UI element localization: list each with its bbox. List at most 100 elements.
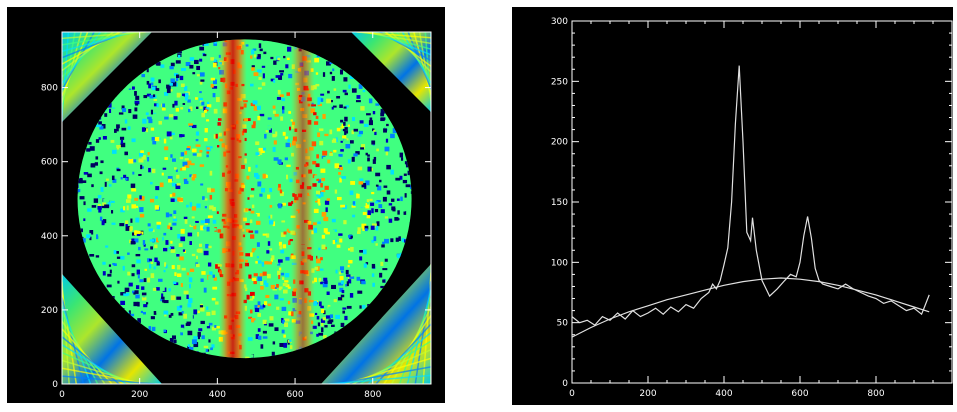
heat-cell bbox=[117, 280, 120, 284]
heat-cell bbox=[269, 220, 274, 225]
heat-cell bbox=[316, 190, 321, 195]
heat-cell bbox=[119, 223, 125, 227]
heat-cell bbox=[77, 237, 82, 243]
heat-cell bbox=[73, 206, 76, 210]
heat-cell bbox=[267, 261, 272, 265]
heat-cell bbox=[250, 83, 254, 87]
heat-cell bbox=[279, 192, 284, 197]
heat-cell bbox=[77, 140, 80, 144]
heat-cell bbox=[204, 206, 207, 209]
heat-cell bbox=[209, 194, 213, 200]
heat-cell bbox=[406, 238, 412, 243]
heat-cell bbox=[182, 249, 186, 252]
heat-cell bbox=[245, 229, 250, 233]
heat-cell bbox=[155, 342, 160, 346]
heat-cell bbox=[156, 287, 160, 291]
heat-cell bbox=[167, 225, 171, 229]
heat-cell bbox=[339, 266, 345, 271]
heat-cell bbox=[81, 275, 86, 280]
heat-cell bbox=[131, 188, 137, 192]
heat-cell bbox=[259, 48, 263, 52]
heat-cell bbox=[144, 268, 147, 271]
heat-cell bbox=[259, 151, 263, 155]
heat-cell bbox=[343, 139, 347, 143]
heat-cell bbox=[413, 128, 417, 132]
heat-cell bbox=[408, 143, 412, 147]
heat-cell bbox=[318, 128, 324, 132]
x-tick-label: 600 bbox=[791, 389, 808, 399]
heat-cell bbox=[247, 197, 250, 200]
heat-cell bbox=[341, 176, 347, 179]
heat-cell bbox=[124, 119, 128, 124]
heat-cell bbox=[339, 69, 344, 75]
heat-cell bbox=[78, 264, 82, 270]
heat-cell bbox=[386, 81, 391, 86]
heat-cell bbox=[155, 88, 160, 91]
heat-cell bbox=[200, 220, 206, 224]
heat-cell bbox=[357, 166, 363, 171]
heat-cell bbox=[147, 152, 150, 156]
heat-cell bbox=[402, 207, 406, 212]
heat-cell bbox=[326, 61, 331, 66]
fit-curve bbox=[571, 277, 930, 338]
heat-cell bbox=[390, 288, 394, 292]
heat-cell bbox=[320, 281, 325, 285]
heat-cell bbox=[122, 292, 126, 295]
heat-cell bbox=[281, 220, 286, 223]
heat-cell bbox=[372, 128, 375, 132]
heat-cell bbox=[182, 104, 187, 110]
heat-cell bbox=[370, 276, 373, 280]
heat-cell bbox=[62, 237, 66, 240]
heat-cell bbox=[111, 175, 115, 180]
heat-cell bbox=[300, 362, 303, 364]
heat-cell bbox=[105, 91, 109, 97]
heat-cell bbox=[105, 245, 109, 248]
heat-cell bbox=[136, 259, 141, 264]
heat-cell bbox=[195, 366, 197, 370]
heat-cell bbox=[187, 232, 193, 237]
heat-cell bbox=[348, 84, 351, 89]
y-tick-label: 0 bbox=[562, 379, 568, 389]
heat-cell bbox=[372, 110, 376, 115]
heat-cell bbox=[97, 205, 102, 210]
heat-cell bbox=[317, 101, 320, 105]
heat-cell bbox=[257, 181, 262, 187]
heat-cell bbox=[208, 275, 211, 280]
heat-cell bbox=[267, 60, 271, 64]
heat-cell bbox=[80, 147, 83, 152]
heat-cell bbox=[198, 97, 203, 101]
heat-cell bbox=[173, 339, 177, 344]
heat-cell bbox=[156, 307, 161, 313]
heat-cell bbox=[366, 214, 371, 219]
heat-cell bbox=[279, 374, 282, 379]
heat-cell bbox=[170, 249, 176, 253]
heat-cell bbox=[395, 270, 399, 275]
heat-cell bbox=[166, 84, 171, 89]
heat-cell bbox=[322, 282, 328, 288]
heat-cell bbox=[117, 320, 123, 323]
heat-cell bbox=[162, 167, 167, 170]
heat-cell bbox=[113, 81, 117, 86]
heat-cell bbox=[254, 230, 259, 234]
heat-cell bbox=[334, 163, 340, 169]
heat-cell bbox=[193, 309, 198, 315]
heat-cell bbox=[77, 113, 81, 119]
heat-cell bbox=[418, 155, 422, 157]
heat-cell bbox=[251, 124, 256, 129]
heat-cell bbox=[398, 272, 403, 277]
heat-cell bbox=[141, 74, 146, 78]
heat-cell bbox=[93, 96, 97, 100]
heat-cell bbox=[287, 286, 291, 289]
heat-cell bbox=[338, 271, 342, 275]
heat-cell bbox=[264, 280, 267, 286]
heat-cell bbox=[267, 117, 272, 120]
heat-cell bbox=[380, 96, 385, 100]
heat-cell bbox=[184, 165, 190, 168]
heat-cell bbox=[165, 264, 168, 269]
heat-cell bbox=[385, 138, 389, 143]
heat-cell bbox=[161, 343, 166, 347]
heat-cell bbox=[400, 252, 404, 258]
heat-cell bbox=[182, 93, 186, 97]
heat-cell bbox=[373, 185, 377, 189]
